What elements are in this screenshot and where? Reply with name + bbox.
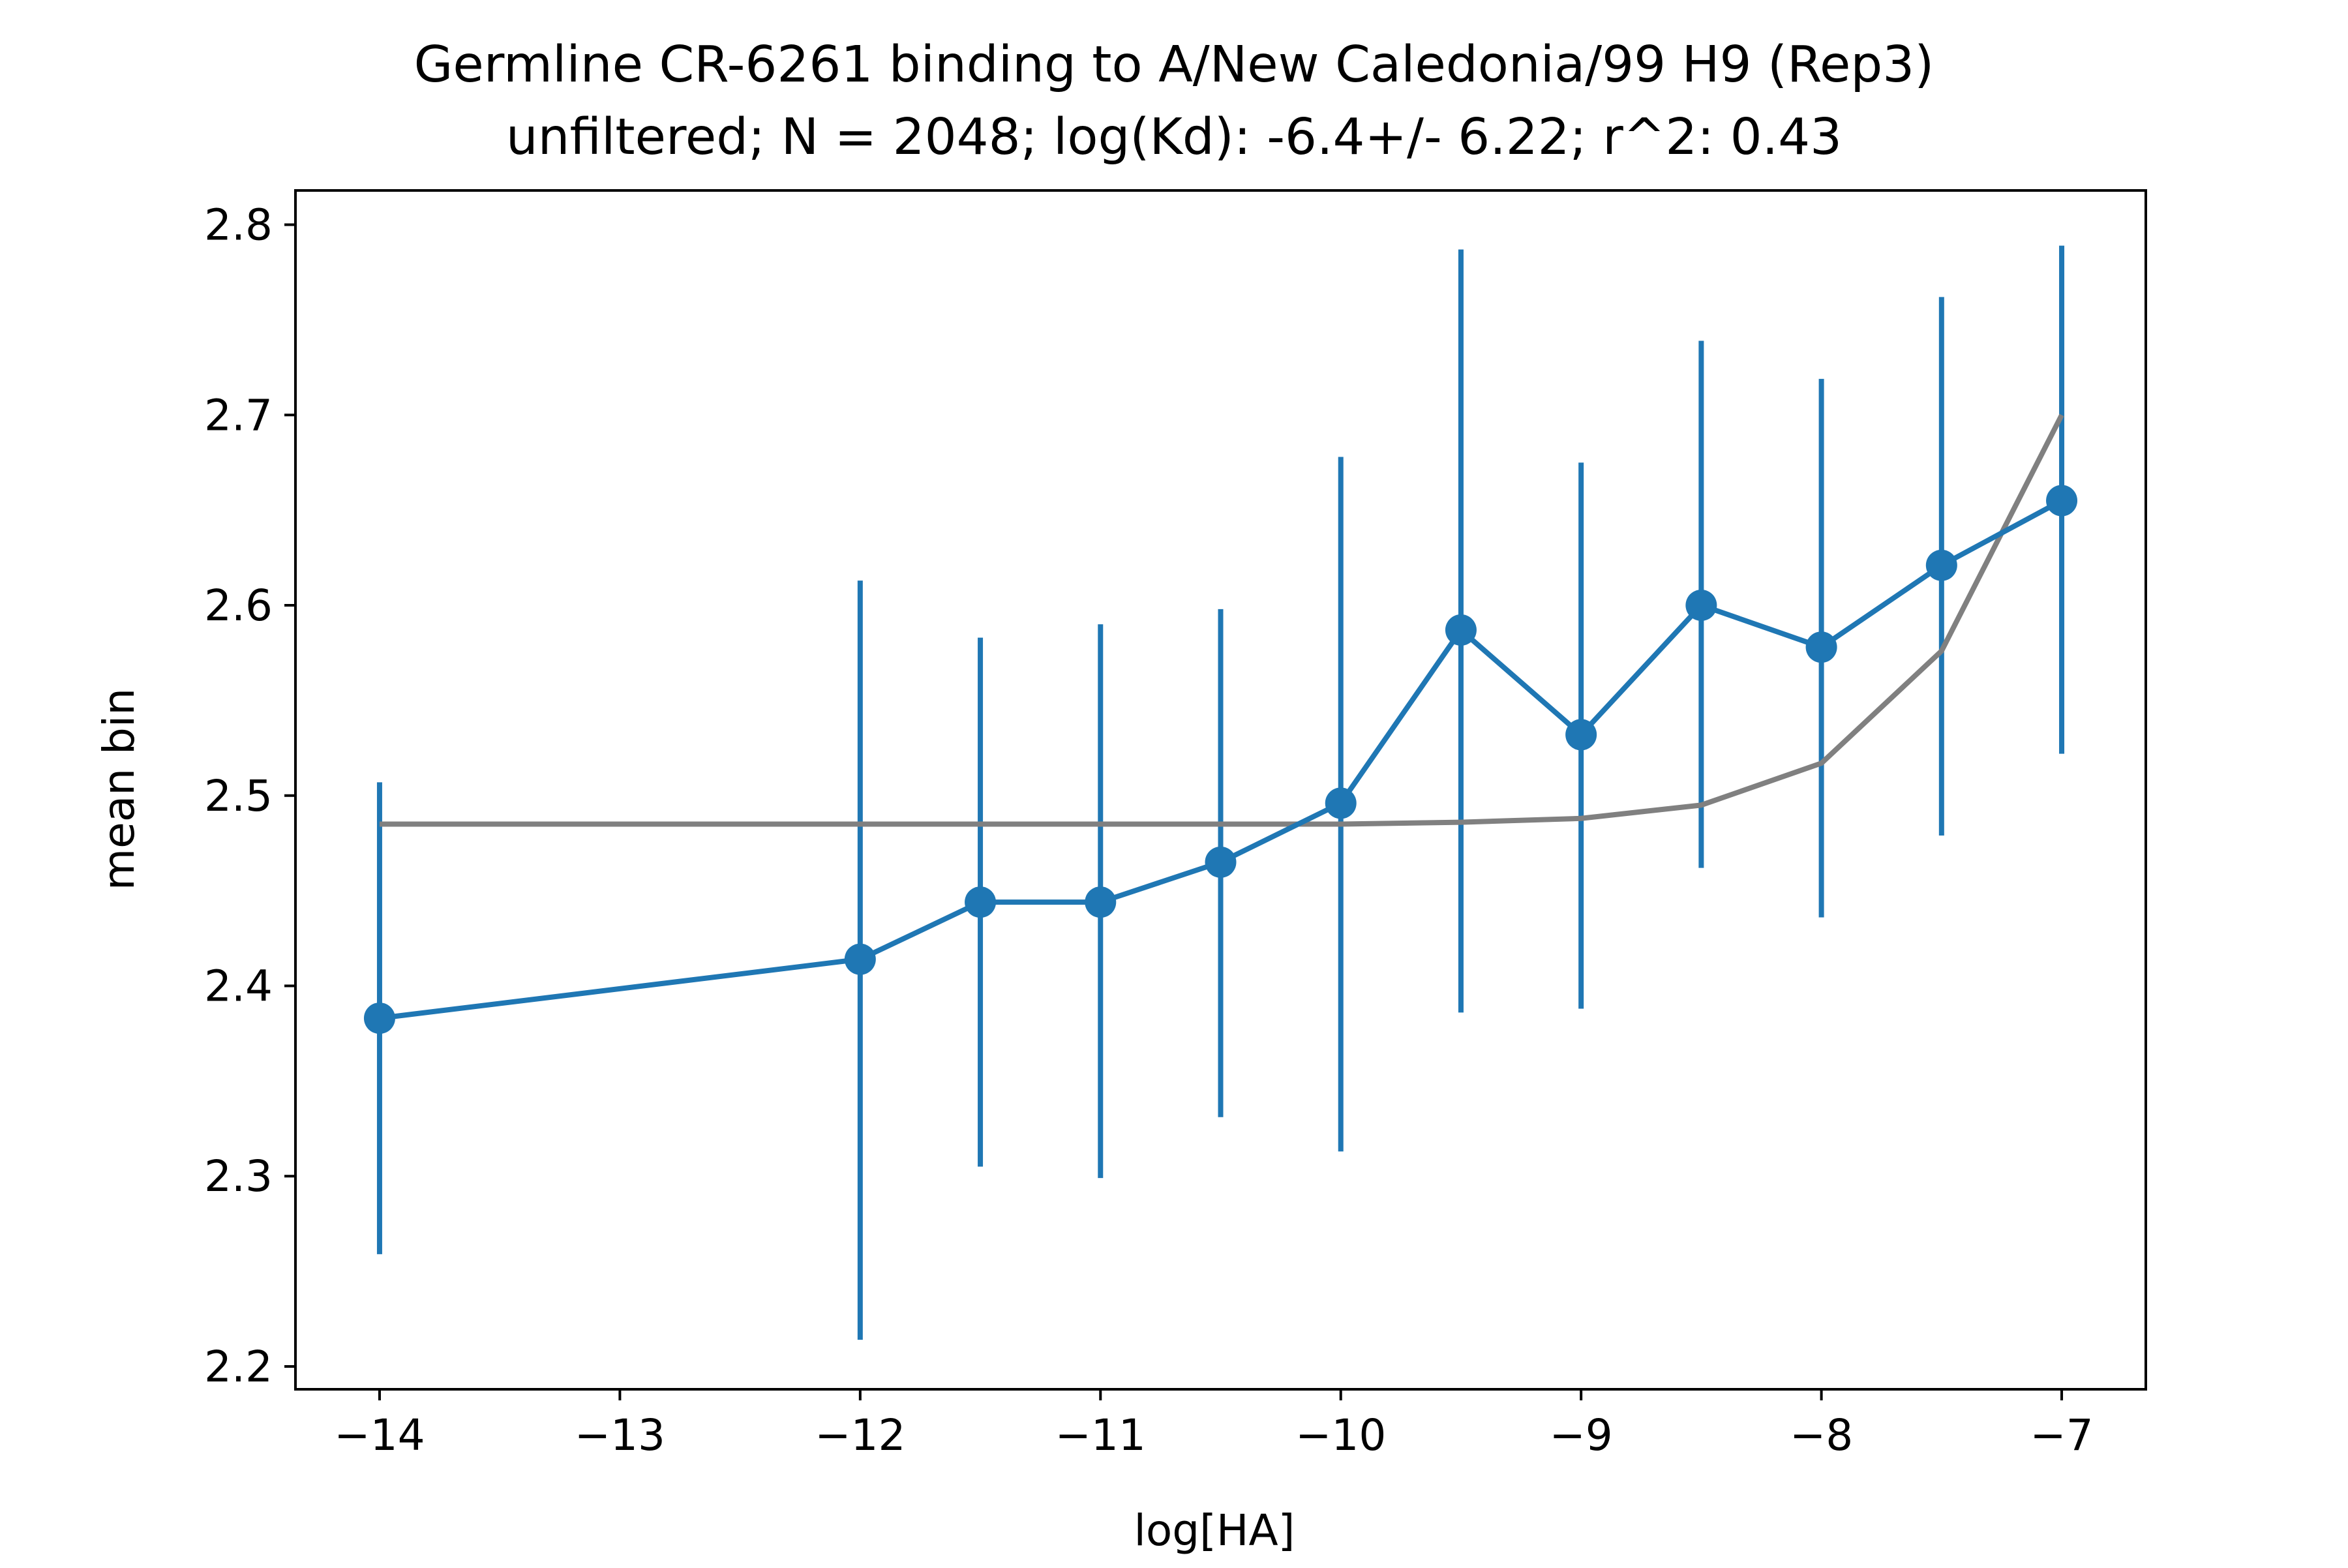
chart-subtitle: unfiltered; N = 2048; log(Kd): -6.4+/- 6… — [506, 108, 1842, 166]
data-point — [2046, 485, 2078, 517]
x-tick-label: −10 — [1295, 1410, 1386, 1460]
data-line — [379, 498, 2063, 1021]
data-point — [965, 886, 997, 918]
x-tick-label: −13 — [575, 1410, 665, 1460]
data-point — [844, 943, 876, 975]
x-tick-label: −9 — [1550, 1410, 1613, 1460]
y-tick-label: 2.8 — [204, 200, 273, 250]
y-axis-label: mean bin — [94, 688, 144, 890]
y-tick-label: 2.6 — [204, 580, 273, 631]
fit-line — [379, 414, 2064, 827]
x-axis-label: log[HA] — [1134, 1505, 1295, 1556]
x-tick-label: −14 — [334, 1410, 425, 1460]
x-tick-label: −11 — [1055, 1410, 1146, 1460]
data-point — [1085, 886, 1117, 918]
plot-area — [363, 245, 2078, 1340]
data-point — [1445, 614, 1477, 646]
data-point — [1565, 719, 1597, 751]
x-tick-label: −12 — [815, 1410, 905, 1460]
data-point — [1205, 846, 1237, 878]
y-tick-label: 2.2 — [204, 1342, 273, 1392]
y-tick-label: 2.4 — [204, 961, 273, 1011]
axis-ticks: −14 −13 −12 −11 −10 −9 −8 −7 2.2 2.3 2.4 2.5 2.6 2.7 2… — [204, 189, 2147, 1460]
data-point — [1685, 590, 1717, 622]
y-tick-label: 2.3 — [204, 1151, 273, 1201]
x-tick-label: −7 — [2030, 1410, 2093, 1460]
data-point — [1325, 787, 1357, 819]
y-tick-label: 2.5 — [204, 771, 273, 821]
data-point — [1805, 631, 1837, 663]
chart-title: Germline CR-6261 binding to A/New Caledo… — [414, 36, 1934, 94]
data-point — [1925, 549, 1957, 581]
y-tick-label: 2.7 — [204, 390, 273, 440]
x-tick-label: −8 — [1790, 1410, 1853, 1460]
plot-frame — [294, 189, 2147, 1391]
data-point — [363, 1003, 395, 1034]
